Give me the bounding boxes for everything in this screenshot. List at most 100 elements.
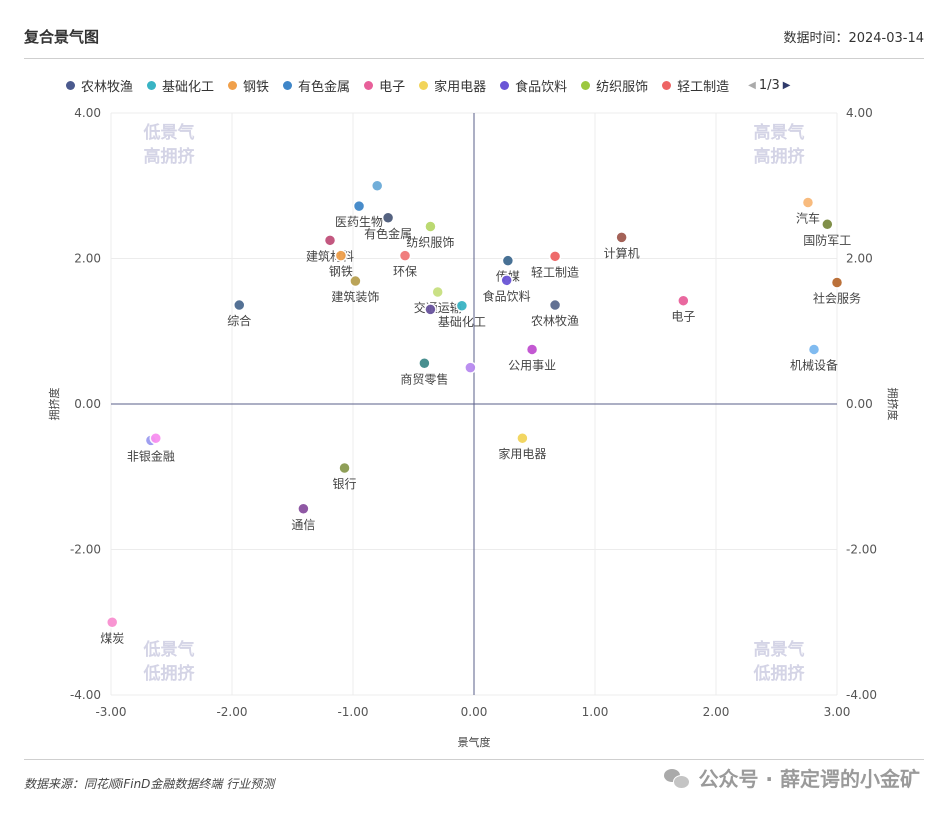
point-label: 银行	[333, 477, 357, 491]
scatter-point[interactable]	[424, 303, 437, 316]
legend-label: 有色金属	[298, 79, 351, 95]
scatter-point[interactable]	[297, 502, 310, 516]
point-label: 汽车	[796, 210, 820, 225]
x-tick-label: 0.00	[461, 705, 488, 719]
scatter-point[interactable]	[500, 274, 513, 287]
quadrant-label-top-right: 高景气	[754, 122, 805, 143]
point-label: 建筑装饰	[331, 289, 379, 304]
point-label: 综合	[227, 313, 251, 328]
scatter-point[interactable]	[105, 616, 119, 629]
point-label: 国防军工	[803, 232, 851, 247]
scatter-point[interactable]	[398, 249, 412, 262]
legend-label: 基础化工	[162, 79, 215, 95]
legend-label: 农林牧渔	[81, 79, 134, 95]
point-label: 家用电器	[498, 446, 546, 461]
legend-item[interactable]: 食品饮料	[500, 76, 567, 95]
triangle-left-icon[interactable]: ◀	[748, 79, 756, 91]
scatter-point[interactable]	[801, 196, 815, 209]
legend-item[interactable]: 家用电器	[419, 76, 486, 95]
scatter-point[interactable]	[525, 343, 539, 356]
quadrant-label-top-left: 低景气	[143, 122, 195, 143]
legend-item[interactable]: 农林牧渔	[66, 76, 133, 95]
y-tick-label-right: -2.00	[846, 543, 877, 557]
legend-item[interactable]: 电子	[364, 76, 405, 95]
quadrant-label-bottom-right: 高景气	[754, 639, 805, 660]
scatter-point[interactable]	[418, 357, 431, 370]
quadrant-label-bottom-left: 低景气	[143, 639, 195, 660]
scatter-point[interactable]	[370, 179, 384, 192]
legend-item[interactable]: 有色金属	[283, 76, 350, 95]
legend-item[interactable]: 钢铁	[228, 76, 269, 95]
legend-marker	[283, 80, 293, 90]
point-label: 轻工制造	[531, 265, 579, 279]
quadrant-label-bottom-left: 低拥挤	[143, 663, 196, 684]
x-tick-label: 2.00	[703, 705, 730, 719]
y-axis-title-right: 拥挤度	[886, 388, 900, 421]
y-tick-label-left: -2.00	[70, 543, 101, 557]
scatter-point[interactable]	[323, 234, 337, 247]
legend-marker	[662, 80, 672, 90]
legend: 农林牧渔 基础化工 钢铁 有色金属 电子 家用电器 食品饮料 纺织服饰 轻工制造…	[66, 75, 793, 95]
quadrant-label-top-right: 高拥挤	[754, 146, 806, 167]
x-tick-label: 1.00	[582, 705, 609, 719]
legend-marker	[500, 80, 510, 90]
x-tick-label: 3.00	[824, 705, 851, 719]
legend-pager: ◀ 1/3 ▶	[745, 78, 793, 93]
scatter-point[interactable]	[548, 250, 562, 263]
legend-marker	[228, 80, 238, 90]
legend-item[interactable]: 轻工制造	[662, 76, 729, 95]
scatter-point[interactable]	[548, 298, 562, 312]
point-label: 煤炭	[100, 631, 124, 645]
legend-item[interactable]: 基础化工	[147, 76, 214, 95]
point-label: 非银金融	[127, 448, 175, 463]
data-time: 数据时间：2024-03-14	[783, 31, 924, 46]
scatter-point[interactable]	[455, 299, 469, 313]
chart-title: 复合景气图	[24, 28, 100, 46]
scatter-point[interactable]	[431, 285, 444, 299]
scatter-point[interactable]	[464, 361, 477, 374]
scatter-point[interactable]	[233, 298, 246, 312]
scatter-point[interactable]	[334, 249, 348, 262]
point-label: 纺织服饰	[406, 235, 454, 249]
scatter-point[interactable]	[352, 199, 366, 213]
point-label: 公用事业	[508, 358, 556, 372]
y-tick-label-right: -4.00	[846, 688, 877, 702]
scatter-point[interactable]	[349, 274, 362, 288]
scatter-point[interactable]	[615, 231, 628, 244]
legend-marker	[66, 80, 75, 90]
scatter-point[interactable]	[677, 294, 690, 307]
x-axis-title: 景气度	[458, 735, 491, 749]
scatter-point[interactable]	[807, 343, 821, 356]
point-label: 医药生物	[335, 215, 383, 229]
legend-label: 电子	[379, 79, 406, 95]
x-tick-label: -1.00	[337, 705, 368, 719]
scatter-point[interactable]	[338, 461, 351, 475]
scatter-point[interactable]	[501, 254, 515, 267]
legend-item[interactable]: 纺织服饰	[581, 76, 648, 95]
scatter-point[interactable]	[424, 220, 437, 233]
scatter-point[interactable]	[821, 218, 834, 231]
wechat-icon	[664, 767, 691, 789]
footer-divider	[24, 759, 924, 760]
point-label: 有色金属	[364, 226, 412, 241]
legend-page-indicator: 1/3	[758, 77, 780, 93]
quadrant-label-top-left: 高拥挤	[144, 146, 196, 167]
point-label: 计算机	[604, 245, 640, 260]
point-label: 交通运输	[414, 300, 462, 315]
x-tick-label: -2.00	[216, 705, 247, 719]
legend-label: 纺织服饰	[596, 79, 649, 95]
legend-marker	[147, 80, 157, 90]
point-label: 钢铁	[329, 265, 353, 279]
scatter-point[interactable]	[830, 276, 844, 289]
scatter-point[interactable]	[381, 211, 395, 225]
scatter-point[interactable]	[149, 431, 163, 445]
watermark: 公众号 · 薛定谔的小金矿	[664, 763, 920, 792]
legend-label: 家用电器	[434, 79, 487, 95]
y-tick-label-right: 4.00	[846, 106, 873, 120]
triangle-right-icon[interactable]: ▶	[782, 79, 791, 91]
scatter-point[interactable]	[516, 431, 529, 445]
point-label: 基础化工	[438, 315, 486, 329]
legend-label: 钢铁	[243, 79, 270, 95]
legend-marker	[419, 80, 429, 90]
